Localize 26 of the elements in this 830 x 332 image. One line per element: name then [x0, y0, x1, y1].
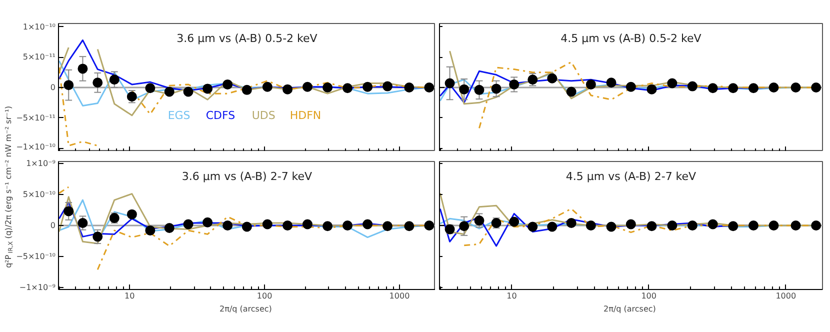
x-tick-label: 100: [641, 292, 656, 300]
y-tick-label: 5×10⁻¹⁰: [22, 190, 56, 199]
text: 4.5 μm vs (A-B) 2-7 keV: [566, 170, 697, 183]
text: 3.6 μm vs (A-B) 2-7 keV: [182, 170, 313, 183]
y-tick-label: 1×10⁻¹⁰: [22, 22, 56, 32]
text: 4.5 μm vs (A-B) 0.5-2 keV: [560, 32, 702, 45]
y-tick-label: −5×10⁻¹⁰: [16, 252, 56, 262]
series-label: EGS: [168, 109, 190, 122]
text: 3.6 μm vs (A-B) 0.5-2 keV: [176, 32, 318, 45]
series-label: UDS: [252, 109, 276, 122]
y-tick-label: 1×10⁻⁹: [26, 158, 56, 168]
y-tick-label: 5×10⁻¹¹: [22, 52, 56, 62]
y-tick-label: −1×10⁻⁹: [19, 283, 56, 292]
x-axis-title: 2π/q (arcsec): [220, 304, 272, 314]
x-tick-label: 100: [256, 292, 272, 300]
y-tick-label: −5×10⁻¹¹: [16, 113, 56, 122]
series-label: HDFN: [290, 109, 322, 122]
y-tick-label: 0: [50, 83, 56, 92]
x-tick-label: 10: [124, 292, 135, 300]
x-tick-label: 10: [506, 292, 517, 300]
series-label: CDFS: [206, 109, 236, 122]
y-tick-label: −1×10⁻¹⁰: [16, 142, 56, 152]
x-tick-label: 1000: [389, 292, 410, 300]
x-axis-title: 2π/q (arcsec): [604, 304, 656, 314]
y-tick-label: 0: [50, 221, 56, 230]
x-tick-label: 1000: [776, 292, 796, 300]
